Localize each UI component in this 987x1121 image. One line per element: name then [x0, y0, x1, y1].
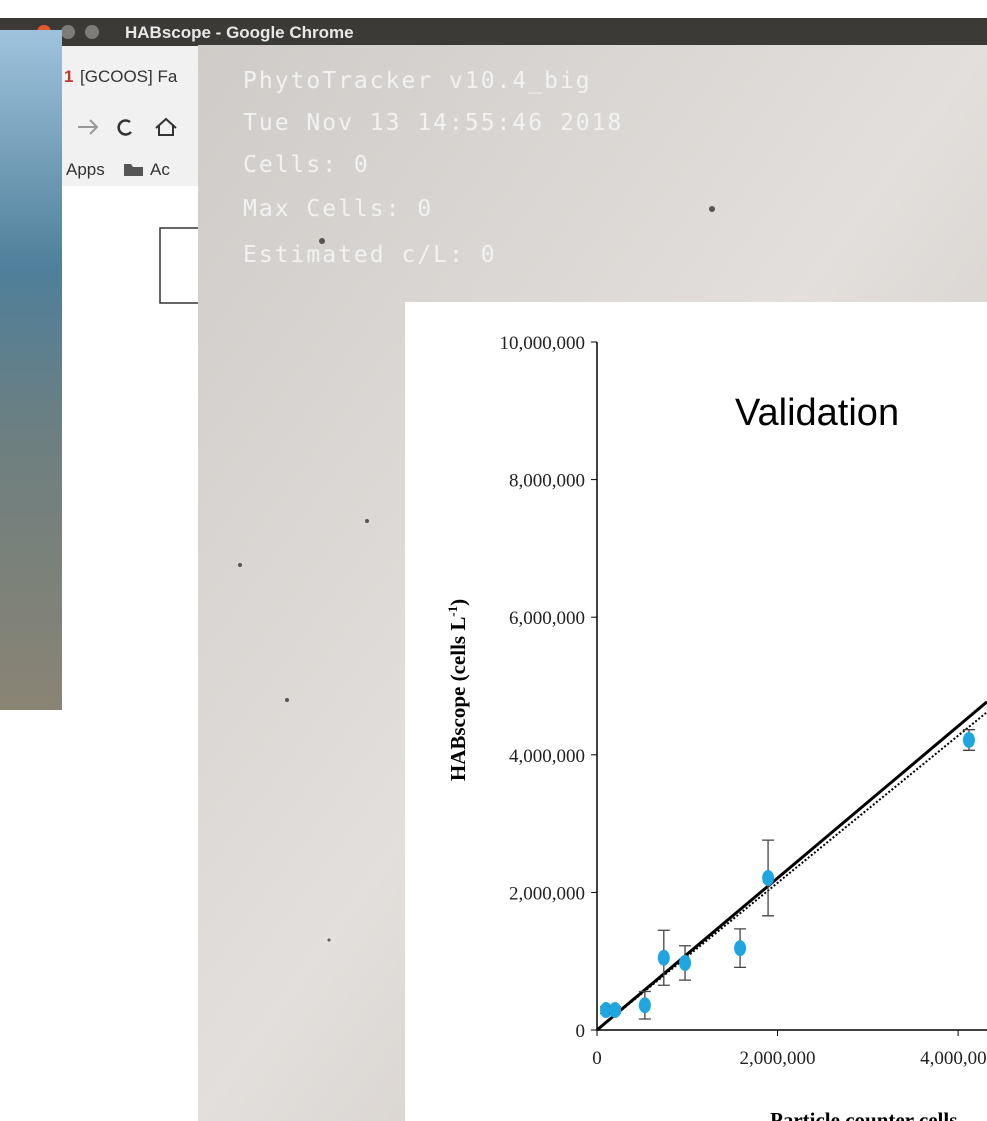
y-axis-label: HABscope (cells L-1)	[445, 599, 470, 781]
y-tick-label: 2,000,000	[509, 883, 585, 904]
page: HABscope - Google Chrome 1 [GCOOS] Fa Ap…	[0, 0, 987, 1121]
y-tick-label: 0	[576, 1021, 586, 1042]
beach-photo	[0, 30, 62, 710]
data-point	[639, 997, 651, 1013]
screen: HABscope - Google Chrome 1 [GCOOS] Fa Ap…	[0, 0, 987, 1121]
chart-panel	[405, 302, 987, 1121]
overlay-line: PhytoTracker v10.4_big	[243, 68, 592, 94]
tab-badge: 1	[64, 67, 73, 86]
data-point	[679, 955, 691, 971]
overlay-line: Tue Nov 13 14:55:46 2018	[243, 110, 623, 136]
y-tick-label: 8,000,000	[509, 471, 585, 492]
x-axis-label: Particle counter cells	[770, 1108, 957, 1121]
data-point	[963, 732, 975, 748]
overlay-line: Estimated c/L: 0	[243, 242, 497, 268]
x-tick-label: 0	[592, 1048, 602, 1069]
data-point	[609, 1002, 621, 1018]
browser-window	[62, 46, 202, 1121]
y-label-sup: -1	[445, 606, 460, 617]
maximize-button[interactable]	[85, 25, 99, 39]
y-label-end: )	[446, 599, 470, 606]
overlay-line: Cells: 0	[243, 152, 370, 178]
data-point	[658, 950, 670, 966]
y-tick-label: 4,000,000	[509, 746, 585, 767]
browser-tab[interactable]: [GCOOS] Fa	[80, 67, 178, 86]
bookmark[interactable]: Ac	[150, 160, 170, 179]
window-title: HABscope - Google Chrome	[125, 23, 354, 42]
chart-title: Validation	[735, 392, 899, 434]
y-label-text: HABscope (cells L	[446, 617, 470, 781]
data-point	[734, 940, 746, 956]
bookmark[interactable]: Apps	[66, 160, 105, 179]
data-point	[762, 870, 774, 886]
y-tick-label: 6,000,000	[509, 608, 585, 629]
y-tick-label: 10,000,000	[500, 333, 586, 354]
x-tick-label: 4,000,000	[920, 1048, 987, 1069]
overlay-line: Max Cells: 0	[243, 196, 433, 222]
x-tick-label: 2,000,000	[740, 1048, 816, 1069]
minimize-button[interactable]	[61, 25, 75, 39]
